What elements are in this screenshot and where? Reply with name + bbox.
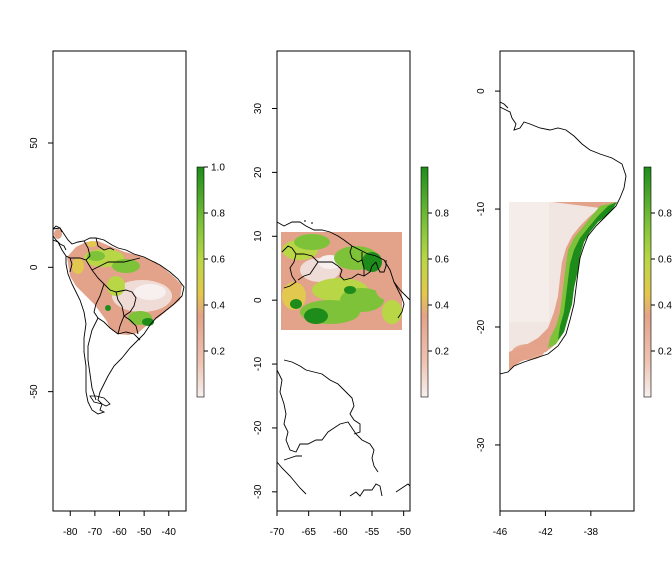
x-tick-label: -42 — [538, 527, 553, 538]
y-tick-label: 10 — [253, 230, 264, 242]
x-tick-label: -60 — [112, 527, 127, 538]
legend-tick-label: 1.0 — [211, 163, 225, 174]
map-area-south-america — [53, 225, 185, 415]
x-tick-label: -46 — [493, 527, 508, 538]
tierra-del-fuego — [89, 395, 111, 407]
y-axis: 30 20 10 0 -10 -20 -30 — [253, 103, 277, 499]
legend-gradient — [196, 166, 205, 398]
raster-transition-band — [509, 202, 617, 370]
south-america-coastline — [53, 227, 185, 415]
y-tick-label: -50 — [29, 384, 40, 399]
coastline-east — [393, 281, 405, 319]
legend-tick-label: 0.6 — [435, 255, 449, 266]
legend-tick-label: 0.2 — [658, 347, 672, 358]
legend-tick-label: 0.2 — [435, 347, 449, 358]
y-axis: 0 -10 -20 -30 — [476, 88, 500, 452]
raster-dark-band — [558, 202, 617, 340]
y-tick-label: 20 — [253, 166, 264, 178]
coastline — [277, 221, 410, 301]
y-tick-label: 0 — [476, 88, 487, 94]
caribbean-islands — [298, 220, 313, 224]
map-area-atlantic-coast — [500, 101, 627, 375]
y-tick-label: -30 — [253, 484, 264, 499]
x-tick-label: -60 — [333, 527, 348, 538]
map-area-northern-amazon — [277, 220, 410, 497]
panel-atlantic-coast: -46 -42 -38 0 -10 -20 -30 0.2 0.4 0.6 0.8 — [476, 50, 672, 538]
legend-tick-label: 0.8 — [658, 209, 672, 220]
country-borders — [281, 245, 387, 289]
y-tick-label: -10 — [253, 356, 264, 371]
legend-tick-label: 0.8 — [211, 209, 225, 220]
legend-tick-label: 0.4 — [211, 301, 225, 312]
legend-colorbar: 0.2 0.4 0.6 0.8 — [420, 166, 449, 398]
x-tick-label: -80 — [63, 527, 78, 538]
y-tick-label: 30 — [253, 103, 264, 115]
central-america-outline — [53, 225, 67, 251]
country-borders — [65, 237, 141, 401]
legend-tick-label: 0.8 — [435, 209, 449, 220]
x-tick-label: -65 — [301, 527, 316, 538]
x-tick-label: -50 — [396, 527, 411, 538]
x-tick-label: -70 — [88, 527, 103, 538]
y-tick-label: -20 — [476, 319, 487, 334]
x-tick-label: -50 — [137, 527, 152, 538]
x-tick-label: -55 — [365, 527, 380, 538]
legend-gradient — [420, 166, 429, 398]
legend-tick-label: 0.4 — [435, 301, 449, 312]
x-tick-label: -38 — [584, 527, 599, 538]
x-axis: -80 -70 -60 -50 -40 — [63, 511, 176, 538]
y-tick-label: 50 — [29, 137, 40, 149]
x-tick-label: -40 — [162, 527, 177, 538]
y-tick-label: -30 — [476, 437, 487, 452]
legend-tick-label: 0.6 — [658, 255, 672, 266]
plot-frame — [499, 50, 635, 512]
legend-gradient — [643, 166, 652, 398]
y-tick-label: -10 — [476, 201, 487, 216]
x-axis: -70 -65 -60 -55 -50 — [270, 511, 411, 538]
coastline-west — [500, 101, 509, 109]
x-axis: -46 -42 -38 — [493, 511, 599, 538]
legend-tick-label: 0.2 — [211, 347, 225, 358]
y-axis: 50 0 -50 — [29, 137, 53, 399]
plot-frame — [276, 50, 411, 512]
y-tick-label: 0 — [29, 264, 40, 270]
y-tick-label: -20 — [253, 420, 264, 435]
legend-tick-label: 0.6 — [211, 255, 225, 266]
y-tick-label: 0 — [253, 297, 264, 303]
legend-colorbar: 0.2 0.4 0.6 0.8 — [643, 166, 672, 398]
legend-colorbar: 0.2 0.4 0.6 0.8 1.0 — [196, 163, 225, 398]
southern-borders — [277, 359, 410, 497]
x-tick-label: -70 — [270, 527, 285, 538]
coastline — [500, 106, 627, 375]
panel-south-america: -80 -70 -60 -50 -40 50 0 -50 0.2 0.4 0.6 0.8 1.0 — [29, 50, 225, 538]
legend-tick-label: 0.4 — [658, 301, 672, 312]
